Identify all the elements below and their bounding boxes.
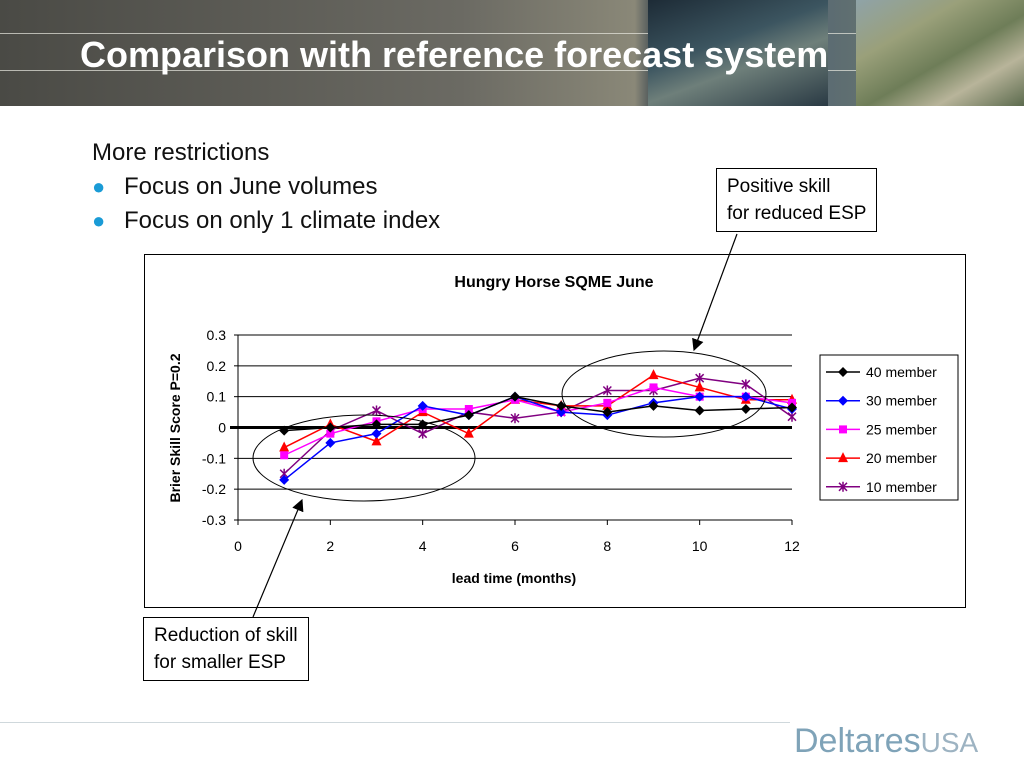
y-tick-label: 0.3	[207, 327, 227, 343]
data-point	[740, 404, 751, 414]
logo-suffix: USA	[920, 727, 979, 758]
data-point	[371, 428, 382, 439]
callout-line: for reduced ESP	[727, 203, 867, 224]
y-tick-label: -0.2	[202, 481, 226, 497]
data-point	[463, 410, 474, 421]
series-line	[284, 395, 793, 432]
reduction-arrow	[252, 498, 304, 618]
data-point	[417, 400, 428, 411]
callout-line: for smaller ESP	[154, 652, 286, 673]
callout-positive-skill: Positive skill for reduced ESP	[716, 168, 878, 232]
restriction-list: More restrictions ● Focus on June volume…	[92, 136, 440, 238]
logo-brand: Deltares	[794, 722, 921, 760]
data-point	[602, 385, 612, 396]
callout-line: Reduction of skill	[154, 625, 298, 646]
data-point	[326, 429, 335, 438]
reduction-ellipse	[252, 414, 476, 502]
data-point	[556, 407, 567, 418]
series-line	[283, 374, 792, 449]
x-tick-label: 0	[234, 538, 242, 554]
y-tick-label: 0.1	[207, 389, 227, 405]
data-point	[325, 437, 336, 448]
series-line	[283, 386, 793, 456]
data-point	[418, 428, 428, 439]
x-tick-label: 12	[784, 538, 800, 554]
data-point	[838, 367, 848, 377]
positive-arrow	[692, 233, 738, 352]
x-tick-label: 6	[511, 538, 519, 554]
data-point	[325, 422, 336, 433]
data-point	[602, 407, 613, 418]
x-tick-label: 8	[603, 538, 611, 554]
series-line	[283, 395, 793, 481]
data-point	[603, 398, 612, 407]
data-point	[371, 419, 382, 430]
y-tick-label: 0.2	[207, 358, 227, 374]
list-item: ● Focus on June volumes	[92, 170, 440, 204]
bullet-icon: ●	[92, 208, 106, 233]
x-axis-label: lead time (months)	[452, 570, 576, 586]
data-point	[839, 425, 847, 434]
data-point	[838, 452, 848, 463]
river-aerial-photo	[856, 0, 1024, 106]
data-point	[510, 391, 520, 402]
list-item: ● Focus on only 1 climate index	[92, 204, 440, 238]
data-point	[740, 391, 751, 402]
data-point	[510, 413, 520, 424]
data-point	[649, 383, 658, 392]
data-point	[279, 425, 290, 436]
data-point	[279, 474, 290, 485]
header-rule-top	[0, 33, 1024, 34]
header-rule-bottom	[0, 70, 1024, 71]
y-tick-label: 0	[218, 420, 226, 436]
data-point	[280, 451, 289, 460]
x-tick-label: 2	[326, 538, 334, 554]
series-line	[283, 377, 793, 475]
legend-label: 10 member	[866, 479, 937, 495]
data-point	[463, 427, 474, 438]
positive-ellipse	[561, 350, 767, 438]
x-tick-label: 4	[419, 538, 427, 554]
data-point	[838, 395, 848, 406]
data-point	[694, 391, 705, 402]
y-tick-label: -0.3	[202, 512, 226, 528]
y-tick-label: -0.1	[202, 450, 226, 466]
list-heading: More restrictions	[92, 139, 270, 166]
callout-reduction-skill: Reduction of skill for smaller ESP	[143, 617, 309, 681]
legend-label: 30 member	[866, 393, 937, 409]
header-banner	[0, 0, 1024, 106]
list-item-label: Focus on only 1 climate index	[124, 207, 441, 234]
data-point	[371, 405, 382, 416]
legend-label: 20 member	[866, 450, 937, 466]
data-point	[787, 402, 797, 413]
data-point	[648, 369, 659, 380]
data-point	[838, 481, 848, 492]
callout-line: Positive skill	[727, 176, 831, 197]
data-point	[694, 405, 705, 416]
deltares-logo: DeltaresUSA	[794, 722, 978, 761]
data-point	[371, 435, 382, 446]
data-point	[741, 379, 751, 390]
list-item-label: Focus on June volumes	[124, 173, 378, 200]
bridge-photo	[648, 0, 828, 106]
legend-label: 40 member	[866, 364, 937, 380]
x-tick-label: 10	[692, 538, 708, 554]
chart-title: Hungry Horse SQME June	[454, 274, 653, 291]
data-point	[464, 405, 473, 413]
data-point	[556, 400, 567, 411]
y-axis-label: Brier Skill Score P=0.2	[167, 353, 183, 502]
footer-rule	[0, 722, 790, 723]
legend-label: 25 member	[866, 421, 937, 437]
data-point	[694, 381, 705, 392]
data-point	[648, 400, 659, 411]
data-point	[279, 441, 290, 452]
bullet-icon: ●	[92, 174, 106, 199]
page-title: Comparison with reference forecast syste…	[80, 34, 829, 75]
